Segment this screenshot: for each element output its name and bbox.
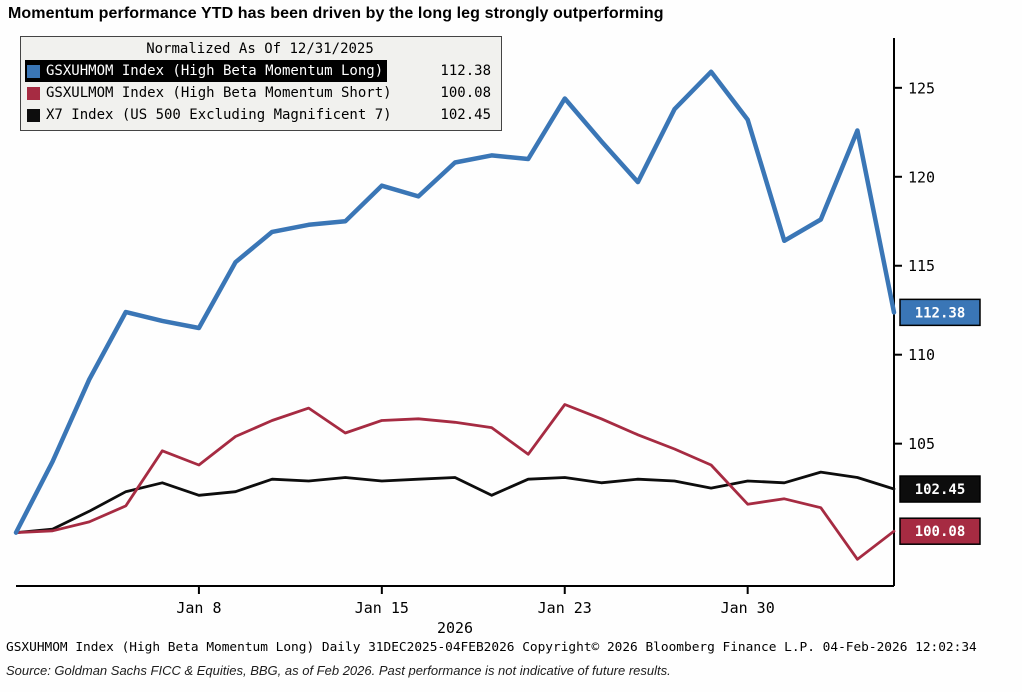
legend-label-long: GSXUHMOM Index (High Beta Momentum Long) — [46, 63, 384, 79]
legend-value-short: 100.08 — [440, 85, 491, 101]
chart-title: Momentum performance YTD has been driven… — [8, 5, 664, 22]
legend-row-momentum-short[interactable]: GSXULMOM Index (High Beta Momentum Short… — [25, 82, 495, 104]
svg-text:105: 105 — [908, 435, 935, 453]
legend-entry-group: GSXUHMOM Index (High Beta Momentum Long) — [25, 60, 388, 82]
svg-text:Jan 30: Jan 30 — [721, 599, 775, 617]
svg-text:2026: 2026 — [437, 619, 473, 637]
svg-text:Jan 15: Jan 15 — [355, 599, 409, 617]
svg-text:120: 120 — [908, 168, 935, 186]
svg-text:102.45: 102.45 — [915, 482, 966, 498]
svg-text:125: 125 — [908, 79, 935, 97]
legend-row-momentum-long[interactable]: GSXUHMOM Index (High Beta Momentum Long)… — [25, 60, 495, 82]
legend-value-long: 112.38 — [440, 63, 491, 79]
legend-entry-group: GSXULMOM Index (High Beta Momentum Short… — [25, 82, 396, 104]
legend-label-x7: X7 Index (US 500 Excluding Magnificent 7… — [46, 107, 392, 123]
source-disclaimer: Source: Goldman Sachs FICC & Equities, B… — [6, 663, 671, 678]
svg-text:100.08: 100.08 — [915, 524, 966, 540]
legend-swatch-short-icon — [27, 86, 40, 100]
bloomberg-footer: GSXUHMOM Index (High Beta Momentum Long)… — [6, 640, 977, 655]
svg-text:Jan 8: Jan 8 — [176, 599, 221, 617]
legend-entry-group: X7 Index (US 500 Excluding Magnificent 7… — [25, 104, 396, 126]
legend-row-x7[interactable]: X7 Index (US 500 Excluding Magnificent 7… — [25, 104, 495, 126]
svg-text:110: 110 — [908, 346, 935, 364]
legend-value-x7: 102.45 — [440, 107, 491, 123]
chart-svg: 105 110 115 120 125 Jan 8 Jan 15 Jan 23 Jan 30 20… — [13, 38, 981, 637]
svg-text:115: 115 — [908, 257, 935, 275]
svg-text:Jan 23: Jan 23 — [538, 599, 592, 617]
legend-title: Normalized As Of 12/31/2025 — [146, 41, 374, 57]
legend-label-short: GSXULMOM Index (High Beta Momentum Short… — [46, 85, 392, 101]
legend-swatch-long-icon — [27, 64, 40, 78]
legend-swatch-x7-icon — [27, 108, 40, 122]
svg-text:112.38: 112.38 — [915, 305, 966, 321]
chart-area: 105 110 115 120 125 Jan 8 Jan 15 Jan 23 Jan 30 20… — [4, 30, 1018, 640]
legend-box: Normalized As Of 12/31/2025 GSXUHMOM Ind… — [20, 36, 502, 131]
